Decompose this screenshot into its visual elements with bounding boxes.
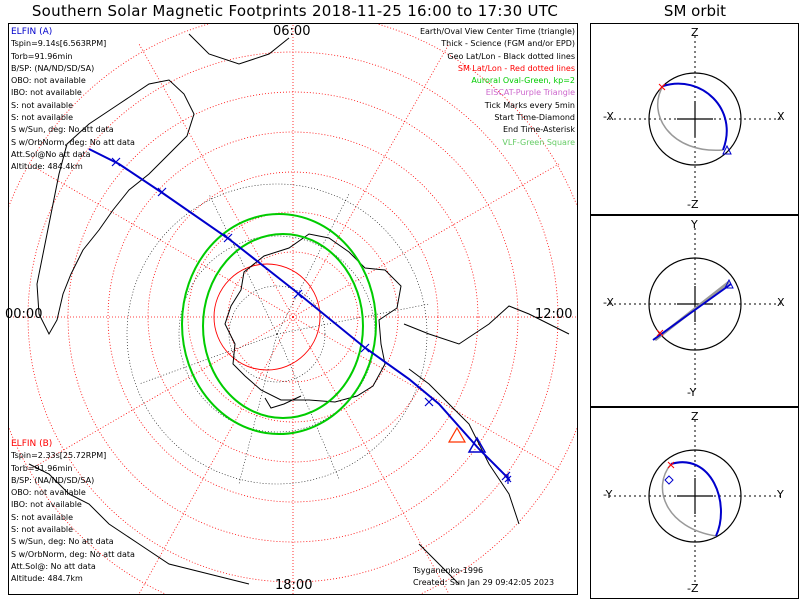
info-line: S w/OrbNorm, deg: No att data [11, 549, 135, 559]
info-line: Torb=91.96min [11, 51, 73, 61]
sm-pole-circle [213, 263, 321, 371]
footprint-map [9, 24, 577, 594]
axis-left: -Y [603, 488, 613, 501]
info-line: S: not available [11, 512, 74, 522]
coastlines [28, 33, 570, 585]
info-line: S: not available [11, 525, 74, 535]
elfin-b-info: ELFIN (B) Tspin=2.33s[25.72RPM] Torb=91.… [11, 438, 135, 586]
axis-left: -X [603, 296, 614, 309]
axis-bottom: -Y [687, 386, 697, 399]
info-line: Altitude: 484.4km [11, 162, 83, 172]
legend-item: End Time-Asterisk [502, 125, 575, 135]
page-title: Southern Solar Magnetic Footprints 2018-… [31, 2, 559, 20]
elfin-b-name: ELFIN (B) [11, 439, 53, 449]
sm-orbit-xz-panel: Z -Z -X X [590, 23, 799, 215]
coast-south [418, 543, 460, 585]
legend-item: Geo Lat/Lon - Black dotted lines [447, 51, 575, 61]
geo-grid [126, 183, 430, 485]
legend-item: Auroral Oval-Green, kp=2 [471, 76, 575, 86]
info-line: Torb=91.96min [11, 463, 73, 473]
info-line: Tspin=9.14s[6.563RPM] [11, 39, 107, 49]
clock-label-bottom: 18:00 [275, 578, 313, 593]
coast-north [188, 33, 290, 65]
created-timestamp: Created: Sun Jan 29 09:42:05 2023 [413, 578, 555, 587]
elfin-b-view-center-triangle [447, 426, 467, 443]
info-line: S w/OrbNorm, deg: No att data [11, 137, 135, 147]
info-line: IBO: not available [11, 88, 82, 98]
info-line: B/SP: (NA/ND/SD/SA) [11, 63, 95, 73]
sm-orbit-title: SM orbit [663, 2, 727, 20]
clock-label-left: 00:00 [5, 307, 43, 322]
axis-top: Y [691, 218, 698, 231]
peninsula-coast [264, 395, 302, 409]
legend-item: Earth/Oval View Center Time (triangle) [419, 27, 575, 36]
south-america-coast-2 [408, 368, 520, 525]
info-line: S w/Sun, deg: No att data [11, 125, 114, 135]
antarctica-coast [224, 233, 402, 403]
clock-label-right: 12:00 [535, 307, 573, 322]
elfin-a-track [88, 148, 510, 480]
info-line: Att.Sol@No att data [11, 149, 91, 159]
axis-top: Z [691, 410, 699, 423]
legend-item: Start Time-Diamond [494, 113, 575, 123]
auroral-oval [181, 213, 377, 435]
axis-right: X [777, 110, 785, 123]
elfin-a-ticks [111, 157, 511, 481]
sm-orbit-xy [609, 228, 781, 390]
info-line: IBO: not available [11, 500, 82, 510]
legend-item: SM Lat/Lon - Red dotted lines [457, 63, 575, 73]
elfin-a-name: ELFIN (A) [11, 27, 53, 37]
sm-orbit-xy-panel: Y -Y -X X [590, 215, 799, 407]
info-line: S: not available [11, 113, 74, 123]
axis-right: Y [777, 488, 784, 501]
axis-bottom: -Z [687, 198, 699, 211]
footprint-map-panel: 06:00 00:00 12:00 18:00 ELFIN (A) Tspin=… [5, 23, 578, 595]
south-america-coast [403, 305, 570, 345]
elfin-a-view-center-triangle [467, 436, 487, 453]
info-line: S w/Sun, deg: No att data [11, 537, 114, 547]
info-line: OBO: not available [11, 76, 86, 86]
sm-grid [9, 24, 577, 594]
axis-bottom: -Z [687, 582, 699, 595]
map-legend: Earth/Oval View Center Time (triangle) T… [420, 26, 575, 149]
clock-label-top: 06:00 [273, 24, 311, 39]
axis-top: Z [691, 26, 699, 39]
sm-orbit-yz-panel: Z -Z -Y Y [590, 407, 799, 599]
axis-right: X [777, 296, 785, 309]
australia-coast [36, 79, 195, 336]
info-line: B/SP: (NA/ND/SD/SA) [11, 475, 95, 485]
info-line: Altitude: 484.7km [11, 574, 83, 584]
axis-left: -X [603, 110, 614, 123]
info-line: Att.Sol@: No att data [11, 561, 96, 571]
auroral-oval-outer [181, 213, 377, 435]
sm-orbit-xz [609, 36, 781, 198]
legend-item: VLF-Green Square [502, 137, 575, 147]
model-credit: Tsyganenko-1996 [413, 566, 484, 575]
africa-coast [28, 463, 250, 585]
legend-item: EISCAT-Purple Triangle [485, 88, 575, 98]
info-line: Tspin=2.33s[25.72RPM] [11, 451, 107, 461]
sm-orbit-yz [609, 420, 781, 582]
elfin-track [88, 148, 512, 484]
info-line: S: not available [11, 100, 74, 110]
legend-item: Tick Marks every 5min [484, 100, 575, 110]
end-time-asterisk [504, 474, 512, 484]
elfin-a-info: ELFIN (A) Tspin=9.14s[6.563RPM] Torb=91.… [11, 26, 135, 174]
legend-item: Thick - Science (FGM and/or EPD) [441, 39, 575, 49]
auroral-oval-inner [202, 233, 364, 419]
info-line: OBO: not available [11, 488, 86, 498]
